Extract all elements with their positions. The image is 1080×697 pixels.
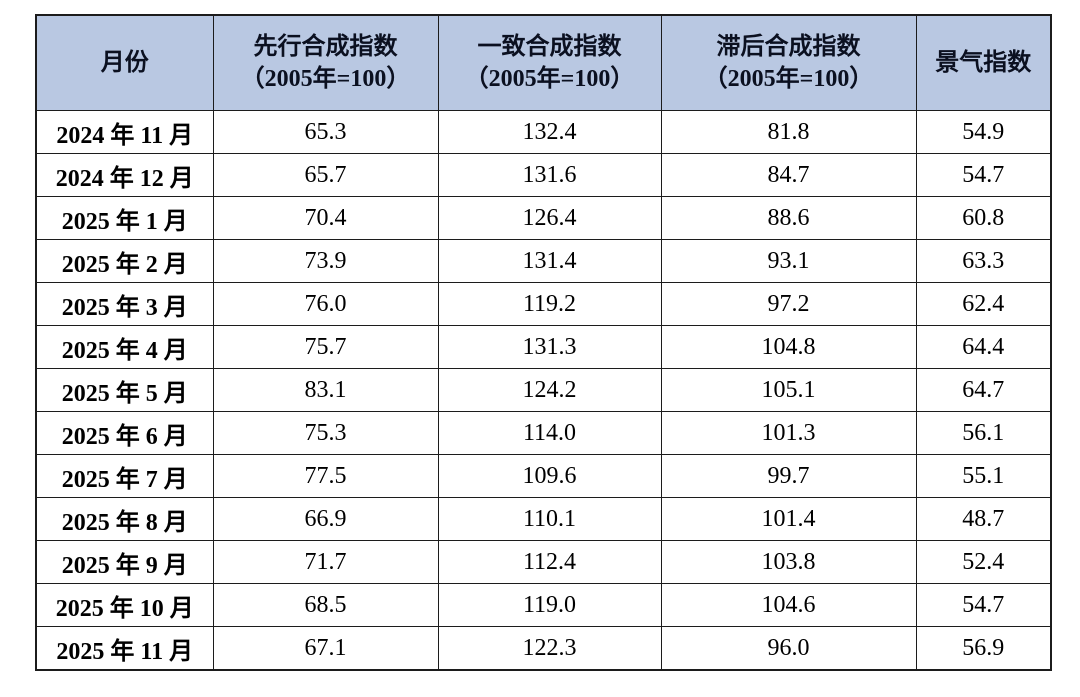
- column-header-prosperity-index: 景气指数: [915, 14, 1052, 111]
- value-cell: 70.4: [212, 196, 439, 240]
- value-cell: 99.7: [660, 454, 917, 498]
- table-row: 2025 年 10 月 68.5 119.0 104.6 54.7: [35, 583, 1052, 627]
- column-header-label: 景气指数: [935, 49, 1032, 76]
- value-cell: 55.1: [915, 454, 1052, 498]
- value-cell: 54.7: [915, 153, 1052, 197]
- column-header-label: 滞后合成指数: [716, 33, 861, 60]
- value-cell: 65.3: [212, 110, 439, 154]
- month-cell: 2024 年 12 月: [35, 153, 214, 197]
- month-cell: 2025 年 10 月: [35, 583, 214, 627]
- value-cell: 83.1: [212, 368, 439, 412]
- value-cell: 64.4: [915, 325, 1052, 369]
- value-cell: 65.7: [212, 153, 439, 197]
- value-cell: 81.8: [660, 110, 917, 154]
- value-cell: 101.4: [660, 497, 917, 541]
- value-cell: 114.0: [437, 411, 662, 455]
- value-cell: 109.6: [437, 454, 662, 498]
- table-row: 2025 年 11 月 67.1 122.3 96.0 56.9: [35, 626, 1052, 671]
- column-header-subline: （2005年=100）: [464, 66, 635, 92]
- column-header-label: 先行合成指数: [253, 33, 398, 60]
- table-row: 2025 年 5 月 83.1 124.2 105.1 64.7: [35, 368, 1052, 412]
- value-cell: 101.3: [660, 411, 917, 455]
- value-cell: 122.3: [437, 626, 662, 671]
- value-cell: 62.4: [915, 282, 1052, 326]
- value-cell: 56.1: [915, 411, 1052, 455]
- table-row: 2024 年 11 月 65.3 132.4 81.8 54.9: [35, 110, 1052, 154]
- value-cell: 52.4: [915, 540, 1052, 584]
- month-cell: 2024 年 11 月: [35, 110, 214, 154]
- month-cell: 2025 年 8 月: [35, 497, 214, 541]
- value-cell: 67.1: [212, 626, 439, 671]
- column-header-lagging-index: 滞后合成指数 （2005年=100）: [660, 14, 917, 111]
- value-cell: 56.9: [915, 626, 1052, 671]
- month-cell: 2025 年 2 月: [35, 239, 214, 283]
- column-header-coincident-index: 一致合成指数 （2005年=100）: [437, 14, 662, 111]
- table-row: 2025 年 8 月 66.9 110.1 101.4 48.7: [35, 497, 1052, 541]
- month-cell: 2025 年 9 月: [35, 540, 214, 584]
- value-cell: 97.2: [660, 282, 917, 326]
- value-cell: 77.5: [212, 454, 439, 498]
- value-cell: 105.1: [660, 368, 917, 412]
- table-row: 2025 年 1 月 70.4 126.4 88.6 60.8: [35, 196, 1052, 240]
- value-cell: 110.1: [437, 497, 662, 541]
- value-cell: 54.9: [915, 110, 1052, 154]
- table-header: 月份 先行合成指数 （2005年=100） 一致合成指数 （2005年=100）…: [35, 14, 1052, 111]
- value-cell: 96.0: [660, 626, 917, 671]
- value-cell: 93.1: [660, 239, 917, 283]
- value-cell: 68.5: [212, 583, 439, 627]
- table-row: 2025 年 9 月 71.7 112.4 103.8 52.4: [35, 540, 1052, 584]
- table-row: 2025 年 3 月 76.0 119.2 97.2 62.4: [35, 282, 1052, 326]
- value-cell: 76.0: [212, 282, 439, 326]
- value-cell: 104.6: [660, 583, 917, 627]
- month-cell: 2025 年 6 月: [35, 411, 214, 455]
- table-row: 2025 年 2 月 73.9 131.4 93.1 63.3: [35, 239, 1052, 283]
- value-cell: 75.3: [212, 411, 439, 455]
- value-cell: 84.7: [660, 153, 917, 197]
- value-cell: 119.2: [437, 282, 662, 326]
- value-cell: 48.7: [915, 497, 1052, 541]
- value-cell: 60.8: [915, 196, 1052, 240]
- column-header-subline: （2005年=100）: [703, 66, 874, 92]
- value-cell: 63.3: [915, 239, 1052, 283]
- month-cell: 2025 年 4 月: [35, 325, 214, 369]
- month-cell: 2025 年 3 月: [35, 282, 214, 326]
- value-cell: 124.2: [437, 368, 662, 412]
- value-cell: 66.9: [212, 497, 439, 541]
- value-cell: 64.7: [915, 368, 1052, 412]
- column-header-leading-index: 先行合成指数 （2005年=100）: [212, 14, 439, 111]
- table-row: 2025 年 6 月 75.3 114.0 101.3 56.1: [35, 411, 1052, 455]
- column-header-label: 一致合成指数: [477, 33, 622, 60]
- value-cell: 54.7: [915, 583, 1052, 627]
- month-cell: 2025 年 11 月: [35, 626, 214, 671]
- header-row: 月份 先行合成指数 （2005年=100） 一致合成指数 （2005年=100）…: [35, 14, 1052, 111]
- value-cell: 104.8: [660, 325, 917, 369]
- value-cell: 131.6: [437, 153, 662, 197]
- table-row: 2025 年 4 月 75.7 131.3 104.8 64.4: [35, 325, 1052, 369]
- value-cell: 73.9: [212, 239, 439, 283]
- column-header-subline: （2005年=100）: [240, 66, 411, 92]
- value-cell: 126.4: [437, 196, 662, 240]
- value-cell: 103.8: [660, 540, 917, 584]
- month-cell: 2025 年 5 月: [35, 368, 214, 412]
- month-cell: 2025 年 7 月: [35, 454, 214, 498]
- value-cell: 75.7: [212, 325, 439, 369]
- table-row: 2024 年 12 月 65.7 131.6 84.7 54.7: [35, 153, 1052, 197]
- column-header-label: 月份: [100, 49, 149, 76]
- month-cell: 2025 年 1 月: [35, 196, 214, 240]
- value-cell: 132.4: [437, 110, 662, 154]
- prosperity-index-table: 月份 先行合成指数 （2005年=100） 一致合成指数 （2005年=100）…: [35, 14, 1052, 671]
- value-cell: 71.7: [212, 540, 439, 584]
- table-row: 2025 年 7 月 77.5 109.6 99.7 55.1: [35, 454, 1052, 498]
- value-cell: 112.4: [437, 540, 662, 584]
- value-cell: 131.3: [437, 325, 662, 369]
- value-cell: 131.4: [437, 239, 662, 283]
- value-cell: 88.6: [660, 196, 917, 240]
- value-cell: 119.0: [437, 583, 662, 627]
- column-header-month: 月份: [35, 14, 214, 111]
